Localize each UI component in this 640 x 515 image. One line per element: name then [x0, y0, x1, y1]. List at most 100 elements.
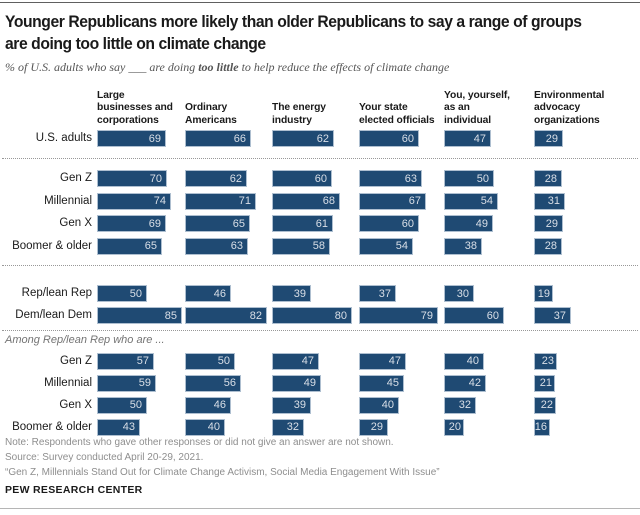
column-header: You, yourself, as an individual: [444, 89, 510, 126]
section-divider: [2, 265, 638, 266]
bar-value-label: 57: [136, 355, 149, 367]
bar-value-label: 22: [540, 399, 553, 411]
subtitle-pre: % of U.S. adults who say ___ are doing: [5, 60, 199, 74]
bar-value-label: 28: [544, 240, 557, 252]
bar-value-label: 56: [223, 377, 236, 389]
bar-value-label: 62: [229, 172, 242, 185]
bar: 63: [185, 237, 248, 255]
bar-value-label: 50: [129, 287, 142, 300]
bar: 60: [359, 215, 419, 232]
bar: 59: [97, 374, 156, 392]
bar: 38: [444, 237, 482, 255]
bar-value-label: 45: [386, 377, 399, 389]
bar: 71: [185, 192, 256, 210]
bar-value-label: 63: [404, 172, 417, 185]
row-label: Gen X: [59, 398, 92, 411]
bar: 67: [359, 192, 426, 210]
bar-value-label: 19: [537, 287, 550, 300]
bar-value-label: 85: [164, 309, 177, 322]
bar: 69: [97, 130, 166, 147]
bar-value-label: 29: [545, 132, 558, 145]
bar-value-label: 62: [316, 132, 329, 145]
bar: 40: [359, 396, 399, 414]
row-label: Gen Z: [60, 354, 92, 367]
bar-value-label: 60: [401, 132, 414, 145]
bar: 29: [534, 215, 563, 232]
bar: 32: [444, 396, 476, 414]
bar-value-label: 59: [138, 377, 151, 389]
bar: 60: [444, 307, 504, 324]
bar-value-label: 74: [153, 195, 166, 207]
bar-value-label: 67: [408, 195, 421, 207]
bar: 49: [272, 374, 321, 392]
bar-value-label: 37: [553, 309, 566, 322]
subtitle-post: to help reduce the effects of climate ch…: [238, 60, 450, 74]
bar-value-label: 65: [232, 217, 245, 230]
bar-value-label: 46: [213, 399, 226, 411]
bar-value-label: 79: [420, 309, 433, 322]
row-label: Boomer & older: [12, 239, 92, 252]
row-label: Dem/lean Dem: [15, 309, 92, 321]
bar: 46: [185, 396, 231, 414]
bar: 23: [534, 352, 557, 370]
bar: 19: [534, 285, 553, 302]
bar-value-label: 65: [144, 240, 157, 252]
bar-value-label: 32: [458, 399, 471, 411]
bar: 50: [185, 352, 235, 370]
bar: 45: [359, 374, 404, 392]
bar-value-label: 29: [370, 421, 383, 433]
bar-value-label: 54: [480, 195, 493, 207]
row-label: Rep/lean Rep: [21, 287, 92, 299]
bar-value-label: 50: [476, 172, 489, 185]
bar-value-label: 47: [388, 355, 401, 367]
bar-value-label: 39: [293, 287, 306, 300]
bar: 47: [359, 352, 406, 370]
bar: 82: [185, 307, 267, 324]
section-heading: Among Rep/lean Rep who are ...: [5, 334, 165, 346]
row-label: U.S. adults: [35, 132, 92, 144]
bottom-divider: [0, 508, 640, 509]
bar-value-label: 46: [213, 287, 226, 300]
bar: 37: [359, 285, 396, 302]
bar-value-label: 71: [238, 195, 251, 207]
bar-value-label: 20: [448, 421, 461, 433]
bar-value-label: 23: [541, 355, 554, 367]
bar-value-label: 49: [475, 217, 488, 230]
bar-value-label: 49: [303, 377, 316, 389]
bar: 50: [97, 285, 147, 302]
bar-value-label: 61: [315, 217, 328, 230]
bar: 20: [444, 418, 464, 436]
bar: 47: [272, 352, 319, 370]
bar-value-label: 40: [207, 421, 220, 433]
chart-citation: “Gen Z, Millennials Stand Out for Climat…: [5, 467, 440, 478]
row-label: Gen Z: [60, 172, 92, 184]
bar-value-label: 50: [217, 355, 230, 367]
column-header: Ordinary Americans: [185, 102, 237, 126]
row-label: Boomer & older: [12, 420, 92, 433]
subtitle-emphasis: too little: [198, 60, 239, 74]
bar-value-label: 21: [539, 377, 552, 389]
bar-value-label: 82: [249, 309, 262, 322]
bar-value-label: 40: [381, 399, 394, 411]
bar-value-label: 50: [129, 399, 142, 411]
row-label: Millennial: [44, 376, 92, 389]
bar-value-label: 63: [230, 240, 243, 252]
bar: 40: [185, 418, 225, 436]
bar: 30: [444, 285, 474, 302]
bar-value-label: 40: [466, 355, 479, 367]
bar: 79: [359, 307, 438, 324]
bar-value-label: 37: [378, 287, 391, 300]
bar: 85: [97, 307, 182, 324]
bar: 29: [534, 130, 563, 147]
bar-value-label: 28: [544, 172, 557, 185]
bar-value-label: 54: [395, 240, 408, 252]
bar: 60: [359, 130, 419, 147]
bar: 56: [185, 374, 241, 392]
chart-note: Note: Respondents who gave other respons…: [5, 437, 394, 448]
bar-value-label: 32: [286, 421, 299, 433]
bar-value-label: 68: [322, 195, 335, 207]
bar: 65: [97, 237, 162, 255]
bar: 54: [359, 237, 413, 255]
bar-value-label: 30: [456, 287, 469, 300]
